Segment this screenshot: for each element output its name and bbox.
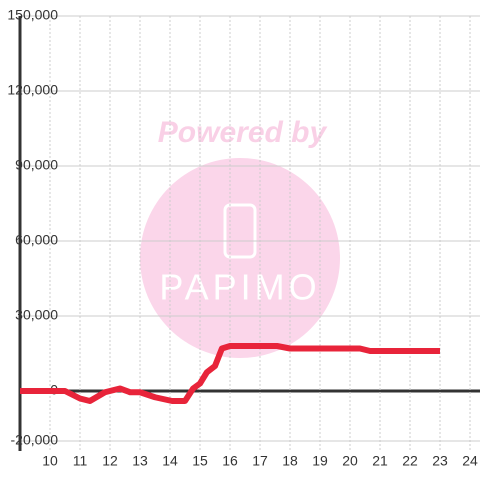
x-tick-label: 20	[342, 453, 358, 469]
x-tick-label: 21	[372, 453, 388, 469]
y-tick-label: -20,000	[11, 432, 59, 448]
y-tick-label: 90,000	[15, 157, 58, 173]
watermark-logo: PAPIMO	[159, 267, 320, 308]
x-tick-label: 16	[222, 453, 238, 469]
line	[20, 343, 441, 404]
x-tick-label: 11	[73, 453, 88, 469]
x-tick-label: 13	[132, 453, 148, 469]
x-tick-label: 10	[42, 453, 58, 469]
x-tick-label: 22	[402, 453, 418, 469]
x-tick-label: 23	[432, 453, 448, 469]
x-tick-label: 14	[162, 453, 178, 469]
x-tick-label: 12	[102, 453, 118, 469]
watermark-text: Powered by	[158, 116, 328, 149]
x-tick-label: 15	[192, 453, 208, 469]
x-tick-label: 18	[282, 453, 298, 469]
y-tick-label: 30,000	[15, 307, 58, 323]
watermark-icon	[223, 203, 257, 259]
y-tick-label: 150,000	[7, 7, 58, 23]
y-tick-label: 120,000	[7, 82, 58, 98]
x-tick-label: 17	[252, 453, 268, 469]
x-tick-label: 19	[312, 453, 328, 469]
y-tick-label: 60,000	[15, 232, 58, 248]
x-tick-label: 24	[462, 453, 478, 469]
